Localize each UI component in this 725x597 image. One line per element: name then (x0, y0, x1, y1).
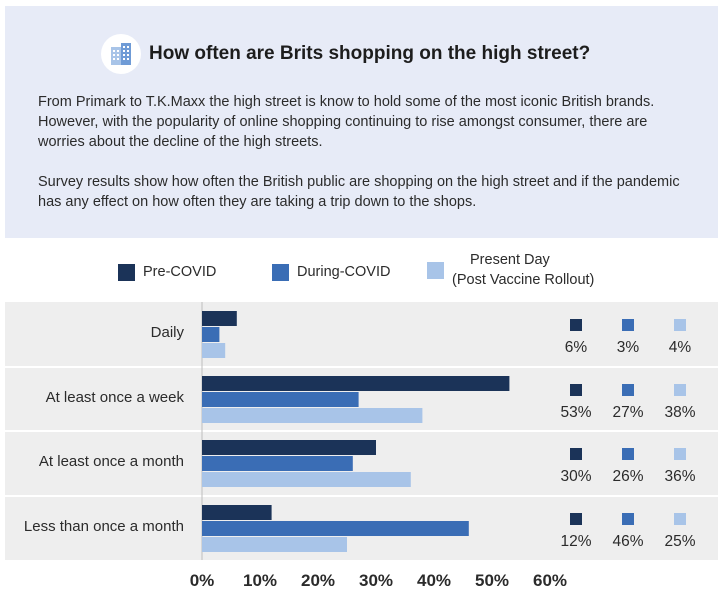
intro-panel: How often are Brits shopping on the high… (5, 6, 718, 238)
bar-pre-covid (202, 440, 376, 455)
value-marker-during-covid (622, 513, 634, 525)
page-title: How often are Brits shopping on the high… (149, 43, 591, 64)
x-tick-label: 40% (417, 571, 451, 590)
value-label: 12% (560, 533, 591, 550)
bar-during-covid (202, 521, 469, 536)
legend-swatch-during (272, 263, 289, 281)
building-icon (101, 34, 141, 74)
value-label: 53% (560, 404, 591, 421)
legend-swatch-present (427, 262, 444, 279)
value-marker-pre-covid (570, 384, 582, 396)
category-label: Daily (151, 324, 185, 341)
bar-pre-covid (202, 376, 510, 391)
legend-label-present-line2: (Post Vaccine Rollout) (452, 272, 595, 288)
legend-pre-covid: Pre-COVID (118, 262, 216, 282)
bar-during-covid (202, 392, 359, 407)
legend-swatch-pre (118, 263, 135, 281)
x-tick-label: 0% (190, 571, 215, 590)
value-label: 30% (560, 468, 591, 485)
bar-pre-covid (202, 505, 272, 520)
x-tick-label: 50% (475, 571, 509, 590)
value-marker-pre-covid (570, 513, 582, 525)
value-label: 26% (612, 468, 643, 485)
value-marker-present-day (674, 513, 686, 525)
category-label: At least once a week (46, 389, 185, 406)
legend-label-during: During-COVID (297, 264, 391, 280)
legend-label-present: Present Day (Post Vaccine Rollout) (452, 250, 594, 290)
value-marker-pre-covid (570, 319, 582, 331)
x-tick-label: 10% (243, 571, 277, 590)
bar-during-covid (202, 327, 220, 342)
bar-pre-covid (202, 311, 237, 326)
value-marker-present-day (674, 448, 686, 460)
value-label: 46% (612, 533, 643, 550)
value-label: 6% (565, 339, 588, 356)
value-marker-during-covid (622, 384, 634, 396)
bar-present-day (202, 537, 347, 552)
value-label: 25% (664, 533, 695, 550)
x-tick-label: 60% (533, 571, 567, 590)
bar-present-day (202, 472, 411, 487)
legend-present-day: Present Day (Post Vaccine Rollout) (427, 250, 594, 290)
x-tick-label: 30% (359, 571, 393, 590)
value-marker-during-covid (622, 319, 634, 331)
title-row: How often are Brits shopping on the high… (101, 30, 590, 78)
value-label: 3% (617, 339, 640, 356)
x-tick-label: 20% (301, 571, 335, 590)
value-label: 4% (669, 339, 692, 356)
value-label: 27% (612, 404, 643, 421)
value-label: 36% (664, 468, 695, 485)
survey-paragraph: Survey results show how often the Britis… (38, 174, 680, 210)
intro-paragraph: From Primark to T.K.Maxx the high street… (38, 94, 655, 150)
value-label: 38% (664, 404, 695, 421)
row-band (5, 302, 718, 366)
bar-during-covid (202, 456, 353, 471)
bar-present-day (202, 408, 423, 423)
legend-label-present-line1: Present Day (470, 252, 550, 268)
legend-during-covid: During-COVID (272, 262, 390, 282)
value-marker-during-covid (622, 448, 634, 460)
category-label: At least once a month (39, 453, 184, 470)
legend-label-pre: Pre-COVID (143, 264, 217, 280)
value-marker-present-day (674, 384, 686, 396)
bar-present-day (202, 343, 226, 358)
value-marker-present-day (674, 319, 686, 331)
value-marker-pre-covid (570, 448, 582, 460)
category-label: Less than once a month (24, 518, 184, 535)
